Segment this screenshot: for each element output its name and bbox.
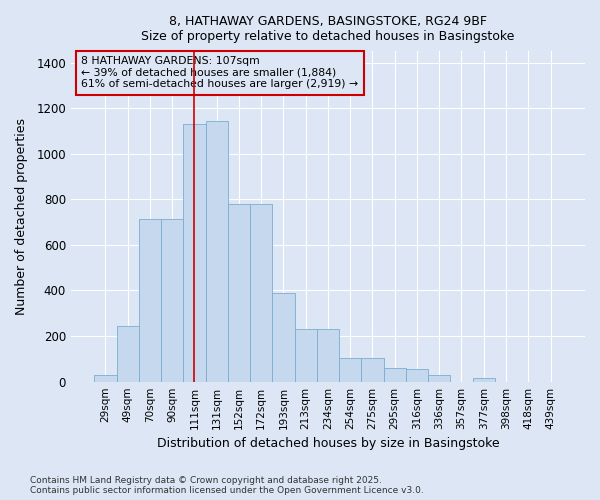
Bar	[383, 368, 406, 382]
Bar	[295, 329, 317, 382]
Bar	[94, 375, 116, 382]
Text: Contains HM Land Registry data © Crown copyright and database right 2025.
Contai: Contains HM Land Registry data © Crown c…	[30, 476, 424, 495]
Bar	[184, 124, 206, 382]
Bar	[139, 218, 161, 382]
Bar	[116, 326, 139, 382]
X-axis label: Distribution of detached houses by size in Basingstoke: Distribution of detached houses by size …	[157, 437, 499, 450]
Bar	[272, 293, 295, 382]
Bar	[317, 329, 339, 382]
Bar	[361, 358, 383, 382]
Bar	[428, 375, 451, 382]
Bar	[161, 218, 184, 382]
Bar	[406, 369, 428, 382]
Bar	[206, 120, 228, 382]
Bar	[250, 204, 272, 382]
Text: 8 HATHAWAY GARDENS: 107sqm
← 39% of detached houses are smaller (1,884)
61% of s: 8 HATHAWAY GARDENS: 107sqm ← 39% of deta…	[81, 56, 358, 90]
Title: 8, HATHAWAY GARDENS, BASINGSTOKE, RG24 9BF
Size of property relative to detached: 8, HATHAWAY GARDENS, BASINGSTOKE, RG24 9…	[141, 15, 515, 43]
Bar	[339, 358, 361, 382]
Bar	[473, 378, 495, 382]
Y-axis label: Number of detached properties: Number of detached properties	[15, 118, 28, 315]
Bar	[228, 204, 250, 382]
